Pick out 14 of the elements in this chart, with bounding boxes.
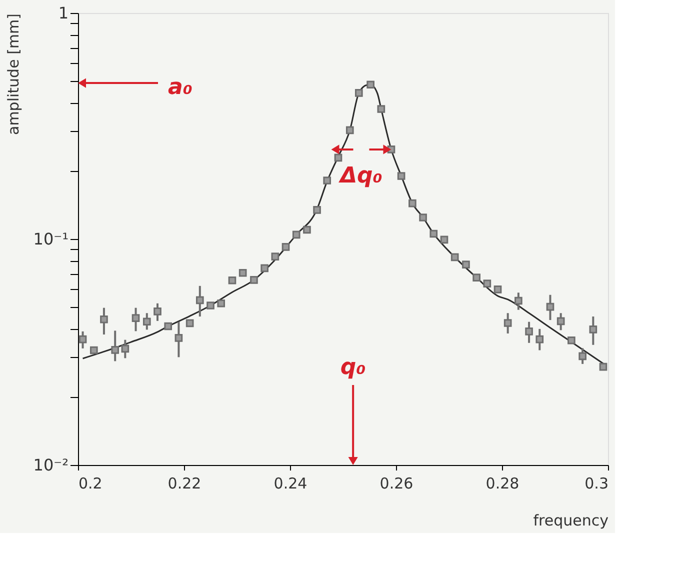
annotation: q₀ (340, 355, 366, 380)
x-tick-label: 0.28 (486, 474, 520, 492)
y-tick-label: 1 (58, 4, 68, 22)
x-tick-label: 0.26 (380, 474, 414, 492)
annotation: Δq₀ (338, 163, 383, 188)
x-tick-label: 0.3 (584, 474, 608, 492)
x-axis-title: frequency (533, 512, 609, 530)
y-tick-label: 10⁻² (33, 456, 68, 474)
y-tick-label: 10⁻¹ (33, 230, 68, 248)
x-tick-label: 0.22 (168, 474, 202, 492)
x-tick-label: 0.24 (274, 474, 308, 492)
x-tick-label: 0.2 (78, 474, 102, 492)
annotation: a₀ (168, 75, 193, 100)
y-axis-title: amplitude [mm] (4, 14, 22, 135)
